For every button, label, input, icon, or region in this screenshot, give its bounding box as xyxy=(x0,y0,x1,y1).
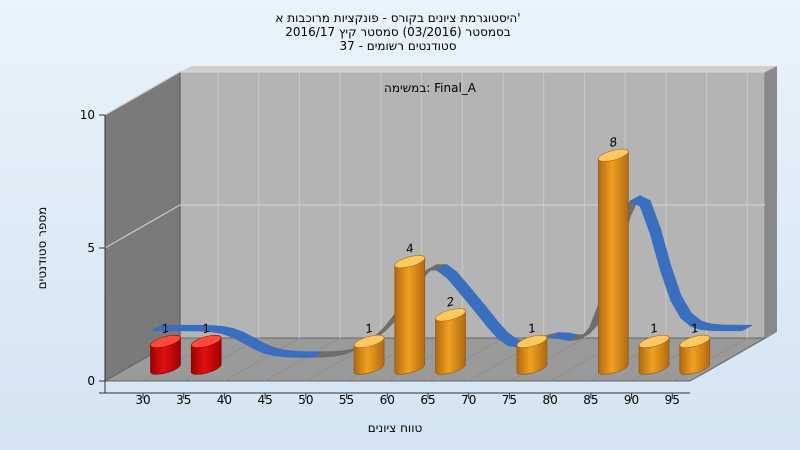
bar-cap-90 xyxy=(638,334,670,349)
x-tick-label-45: 45 xyxy=(258,393,273,407)
bar-cap-55 xyxy=(353,334,385,349)
floor-gridline-2 xyxy=(224,337,300,382)
x-tick-label-60: 60 xyxy=(380,393,395,407)
bar-body-85 xyxy=(598,151,629,375)
bar-30: 1 xyxy=(150,321,181,375)
x-tick-label-55: 55 xyxy=(339,393,354,407)
x-tick-label-65: 65 xyxy=(420,393,435,407)
data-label-35: 1 xyxy=(202,321,210,337)
bar-90: 1 xyxy=(638,321,670,375)
y-axis-label: מספר סטודנטים xyxy=(35,207,49,290)
bar-85: 8 xyxy=(598,134,629,375)
assignment-label: במשימה: Final_A xyxy=(384,81,477,95)
bar-60: 4 xyxy=(394,241,426,375)
x-tick-label-30: 30 xyxy=(135,393,150,407)
x-tick-label-40: 40 xyxy=(217,393,232,407)
x-axis-label: טווח ציונים xyxy=(368,421,423,435)
chart-title-line-3: סטודנטים רשומים - 37 xyxy=(339,39,456,53)
bar-cap-85 xyxy=(598,148,629,162)
bar-cap-35 xyxy=(190,334,222,349)
data-label-75: 1 xyxy=(528,321,536,337)
bar-cap-60 xyxy=(394,255,426,269)
chart-title-line-2: בסמסטר (03/2016) סמסטר קיץ 2016/17 xyxy=(285,25,511,39)
y-tick-label-1: 5 xyxy=(87,241,95,255)
back-wall-edge xyxy=(765,66,777,338)
y-tick-label-0: 0 xyxy=(87,374,95,388)
chart-bars: 1 1 1 4 2 1 8 1 1 xyxy=(150,134,711,375)
y-tick-label-2: 10 xyxy=(80,108,95,122)
bar-cap-65 xyxy=(435,308,466,322)
h-gridline-1 xyxy=(104,204,765,249)
chart-axes: 0 5 10 30 35 40 45 50 55 60 65 70 75 80 85 90 95 xyxy=(80,108,690,407)
bar-35: 1 xyxy=(190,321,222,375)
floor-edge xyxy=(690,332,777,381)
bar-cap-30 xyxy=(150,334,181,349)
bar-75: 1 xyxy=(516,321,548,375)
x-tick-label-75: 75 xyxy=(502,393,517,407)
data-label-60: 4 xyxy=(406,241,414,257)
data-label-90: 1 xyxy=(650,321,658,337)
data-label-55: 1 xyxy=(365,321,373,337)
x-tick-label-35: 35 xyxy=(176,393,191,407)
bar-cap-75 xyxy=(516,334,548,349)
bar-65: 2 xyxy=(435,294,466,375)
curve-segment-57 xyxy=(731,324,753,332)
bar-95: 1 xyxy=(679,321,711,375)
x-tick-label-70: 70 xyxy=(461,393,476,407)
bar-body-65 xyxy=(435,310,466,375)
x-tick-label-80: 80 xyxy=(543,393,558,407)
bar-55: 1 xyxy=(353,321,385,375)
data-label-95: 1 xyxy=(691,321,699,337)
h-gridline-2 xyxy=(104,71,765,116)
back-wall-top-edge xyxy=(180,66,777,72)
floor-gridline-3 xyxy=(264,337,341,382)
bar-cap-95 xyxy=(679,334,711,349)
x-tick-label-90: 90 xyxy=(624,393,639,407)
data-label-65: 2 xyxy=(447,294,455,310)
x-tick-label-50: 50 xyxy=(298,393,313,407)
chart-title-line-1: היסטוגרמת ציונים בקורס - פונקציות מרוכבו… xyxy=(275,11,520,25)
data-label-85: 8 xyxy=(610,134,618,150)
data-label-30: 1 xyxy=(162,321,170,337)
bar-body-60 xyxy=(394,257,426,375)
x-tick-label-85: 85 xyxy=(583,393,598,407)
x-tick-label-95: 95 xyxy=(665,393,680,407)
